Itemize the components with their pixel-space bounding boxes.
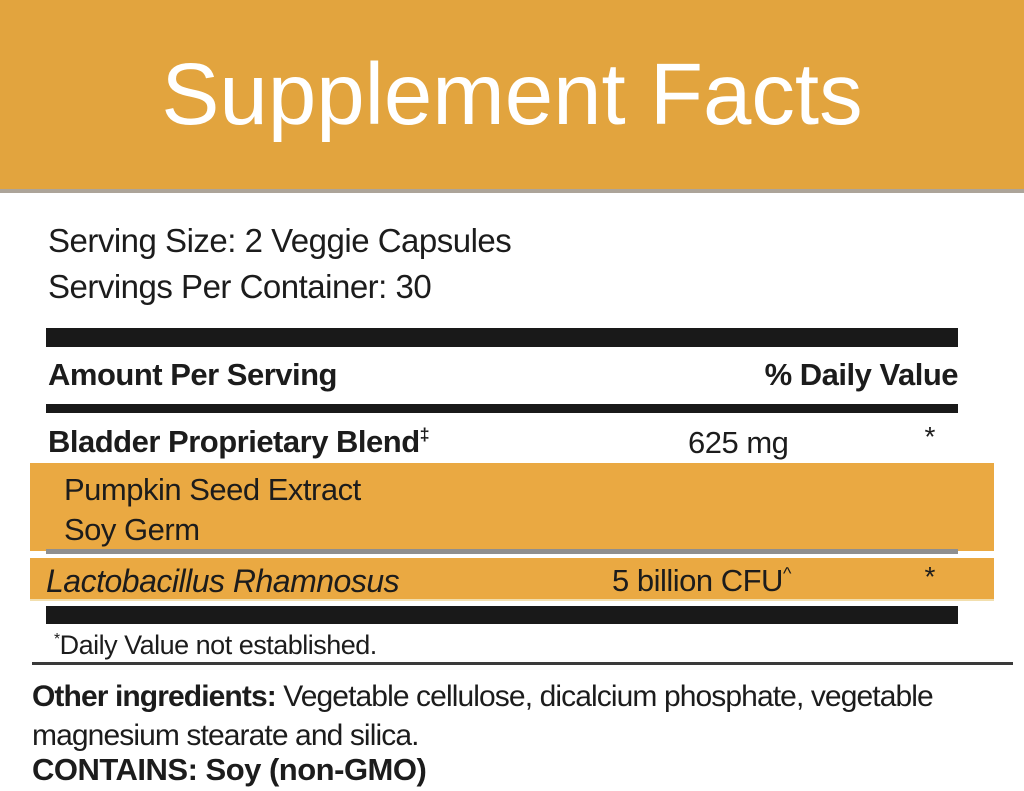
footnote-text: Daily Value not established. — [59, 630, 378, 660]
page-title: Supplement Facts — [161, 45, 863, 143]
column-header-amount: Amount Per Serving — [48, 357, 338, 392]
row-lactobacillus-name: Lactobacillus Rhamnosus — [46, 563, 400, 599]
divider-thick-top — [46, 328, 958, 347]
divider-thick-bottom — [46, 606, 958, 624]
row-soy-germ: Soy Germ — [64, 512, 200, 547]
highlight-block-probiotic — [30, 558, 994, 601]
lactobacillus-amount-text: 5 billion CFU — [612, 563, 783, 598]
highlight-block-blend-ingredients — [30, 463, 994, 551]
blend-name-text: Bladder Proprietary Blend — [48, 424, 420, 459]
serving-size-line: Serving Size: 2 Veggie Capsules — [48, 222, 512, 259]
row-blend-dv-asterisk: * — [924, 421, 936, 452]
column-header-daily-value: % Daily Value — [764, 357, 959, 392]
footnote-asterisk: * — [54, 631, 60, 648]
blend-dagger-sup: ‡ — [419, 424, 430, 445]
other-ingredients-label: Other ingredients: — [32, 680, 277, 713]
divider-footnote — [32, 662, 1013, 665]
other-ingredients-paragraph: Other ingredients: Vegetable cellulose, … — [32, 677, 1017, 755]
row-blend-amount: 625 mg — [688, 425, 789, 460]
footnote-daily-value: *Daily Value not established. — [54, 630, 377, 661]
contains-statement: CONTAINS: Soy (non-GMO) — [32, 752, 427, 787]
header-banner: Supplement Facts — [0, 0, 1024, 193]
row-pumpkin-seed-extract: Pumpkin Seed Extract — [64, 472, 361, 507]
divider-gray — [46, 549, 958, 554]
row-lactobacillus-amount: 5 billion CFU^ — [612, 563, 791, 599]
other-ingredients-text: Vegetable cellulose, dicalcium phosphate… — [32, 680, 934, 752]
divider-thin-header — [46, 404, 958, 413]
lactobacillus-caret-sup: ^ — [782, 563, 791, 584]
row-lactobacillus-dv-asterisk: * — [924, 561, 936, 592]
row-blend-name: Bladder Proprietary Blend‡ — [48, 424, 430, 460]
servings-per-container-line: Servings Per Container: 30 — [48, 268, 432, 305]
